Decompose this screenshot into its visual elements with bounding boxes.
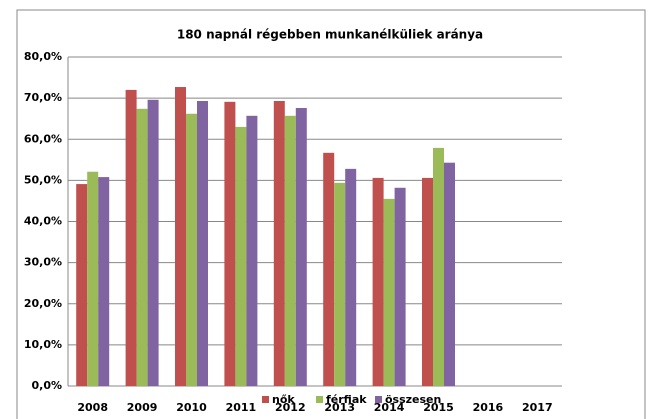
chart-title: 180 napnál régebben munkanélküliek arány…	[177, 28, 483, 42]
bar	[125, 89, 137, 387]
legend-swatch	[316, 396, 323, 403]
x-tick-label: 2010	[176, 401, 207, 414]
legend-label: nők	[272, 393, 295, 406]
x-tick-label: 2008	[77, 401, 108, 414]
bar	[235, 126, 247, 386]
y-tick-label: 10,0%	[24, 338, 62, 351]
y-tick-label: 60,0%	[24, 132, 62, 145]
bar	[246, 115, 258, 386]
x-tick-label: 2009	[127, 401, 158, 414]
legend-label: összesen	[385, 393, 441, 406]
bar	[224, 101, 236, 387]
bar	[323, 152, 335, 386]
x-tick-label: 2017	[522, 401, 553, 414]
legend-label: férfiak	[326, 393, 367, 406]
y-tick-label: 50,0%	[24, 173, 62, 186]
y-tick-label: 30,0%	[24, 256, 62, 269]
x-tick-label: 2011	[226, 401, 257, 414]
bar	[394, 187, 406, 386]
bar	[87, 171, 99, 386]
bar	[372, 177, 384, 386]
y-tick-label: 40,0%	[24, 215, 62, 228]
bar	[433, 147, 444, 386]
bar	[345, 168, 357, 386]
bar	[136, 108, 148, 386]
bar	[186, 113, 197, 386]
x-tick-label: 2014	[374, 401, 405, 414]
bar	[147, 99, 159, 387]
bar	[284, 115, 296, 386]
x-tick-label: 2013	[324, 401, 355, 414]
bar	[295, 107, 307, 387]
y-tick-label: 0,0%	[31, 379, 62, 392]
bar	[273, 101, 285, 386]
x-tick-label: 2015	[423, 401, 454, 414]
legend-swatch	[262, 396, 269, 403]
bar	[383, 198, 395, 386]
bar	[197, 101, 208, 386]
y-tick-label: 70,0%	[24, 91, 62, 104]
legend-swatch	[375, 396, 382, 403]
bar	[444, 162, 455, 386]
x-tick-label: 2016	[473, 401, 504, 414]
bar	[98, 177, 110, 386]
bar	[76, 184, 88, 386]
y-tick-label: 80,0%	[24, 50, 62, 63]
y-tick-label: 20,0%	[24, 297, 62, 310]
bar	[422, 177, 433, 386]
x-tick-label: 2012	[275, 401, 306, 414]
bar	[334, 182, 346, 386]
bar	[175, 87, 186, 387]
